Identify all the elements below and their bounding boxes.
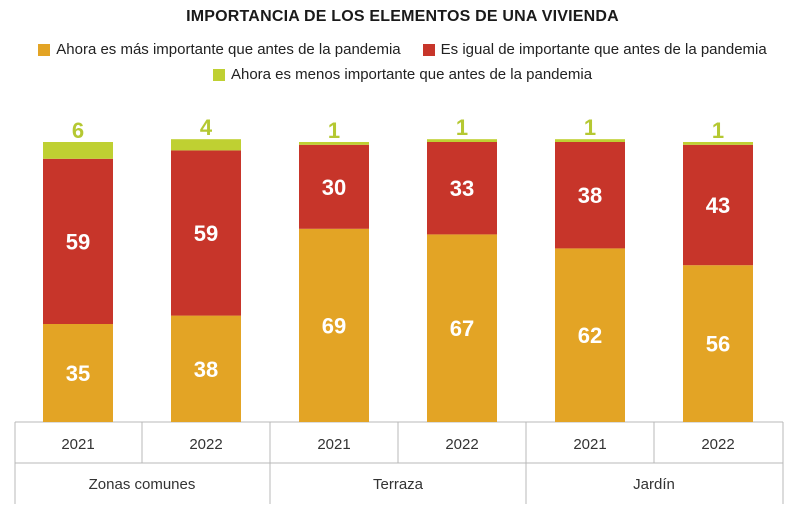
- data-label-more-important: 67: [450, 316, 474, 341]
- x-group-label: Terraza: [373, 476, 424, 493]
- bar-segment-more-important: [299, 228, 369, 422]
- data-label-equal-important: 59: [194, 221, 218, 246]
- data-label-more-important: 35: [66, 361, 90, 386]
- x-tick-label: 2021: [573, 436, 606, 453]
- bar-segment-equal-important: [171, 150, 241, 316]
- x-tick-label: 2021: [317, 436, 350, 453]
- data-label-more-important: 56: [706, 332, 730, 357]
- bar-segment-more-important: [555, 248, 625, 422]
- bar-segment-equal-important: [299, 144, 369, 229]
- x-tick-label: 2021: [61, 436, 94, 453]
- legend-item-less-important: Ahora es menos importante que antes de l…: [212, 66, 593, 83]
- data-label-more-important: 62: [578, 323, 602, 348]
- data-label-equal-important: 33: [450, 176, 474, 201]
- bar-segment-less-important: [299, 142, 369, 145]
- bar-segment-more-important: [171, 315, 241, 422]
- data-label-less-important: 1: [584, 115, 596, 140]
- data-label-less-important: 1: [712, 118, 724, 143]
- bar-segment-less-important: [683, 142, 753, 145]
- bar-segment-equal-important: [427, 142, 497, 235]
- data-label-less-important: 1: [328, 118, 340, 143]
- data-label-less-important: 4: [200, 115, 213, 140]
- data-label-less-important: 1: [456, 115, 468, 140]
- legend-swatch-equal-important: [422, 43, 435, 56]
- bar-segment-less-important: [555, 139, 625, 142]
- data-label-equal-important: 43: [706, 193, 730, 218]
- data-label-more-important: 38: [194, 357, 218, 382]
- data-label-equal-important: 59: [66, 229, 90, 254]
- legend-row: Ahora es menos importante que antes de l…: [0, 66, 805, 83]
- x-group-label: Jardín: [633, 476, 675, 493]
- x-tick-label: 2022: [189, 436, 222, 453]
- legend-item-equal-important: Es igual de importante que antes de la p…: [422, 41, 767, 58]
- bar-segment-less-important: [427, 139, 497, 142]
- legend-item-more-important: Ahora es más importante que antes de la …: [38, 41, 401, 58]
- legend-label-equal-important: Es igual de importante que antes de la p…: [440, 41, 767, 58]
- bar-segment-equal-important: [43, 158, 113, 324]
- chart-title: IMPORTANCIA DE LOS ELEMENTOS DE UNA VIVI…: [186, 8, 619, 25]
- legend-swatch-more-important: [38, 43, 51, 56]
- legend-row: Ahora es más importante que antes de la …: [0, 41, 805, 58]
- legend-swatch-less-important: [212, 68, 225, 81]
- bar-segment-less-important: [43, 142, 113, 159]
- legend-label-more-important: Ahora es más importante que antes de la …: [56, 41, 401, 58]
- bar-segment-more-important: [427, 234, 497, 422]
- x-tick-label: 2022: [445, 436, 478, 453]
- bar-segment-more-important: [683, 265, 753, 422]
- x-group-label: Zonas comunes: [89, 476, 196, 493]
- bar-segment-less-important: [171, 139, 241, 151]
- data-label-equal-important: 30: [322, 175, 346, 200]
- legend-label-less-important: Ahora es menos importante que antes de l…: [230, 66, 593, 83]
- bar-segment-equal-important: [555, 142, 625, 249]
- bar-segment-more-important: [43, 324, 113, 422]
- data-label-more-important: 69: [322, 313, 346, 338]
- bar-segment-equal-important: [683, 144, 753, 266]
- x-tick-label: 2022: [701, 436, 734, 453]
- data-label-less-important: 6: [72, 118, 84, 143]
- data-label-equal-important: 38: [578, 183, 602, 208]
